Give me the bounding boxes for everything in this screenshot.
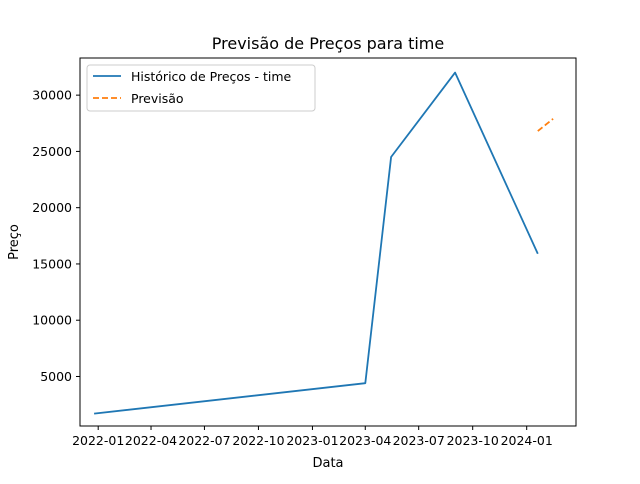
series-line-previsao <box>537 118 554 132</box>
series-line-historico <box>93 71 539 415</box>
series-layer <box>93 71 554 415</box>
x-axis-ticks: 2022-01 2022-04 2022-07 2022-10 2023-01 2023-… <box>72 426 553 448</box>
x-tick-label: 2022-01 <box>72 433 124 448</box>
x-tick-label: 2023-04 <box>339 433 391 448</box>
x-tick-label: 2023-01 <box>286 433 338 448</box>
x-tick-label: 2022-07 <box>178 433 230 448</box>
y-tick-label: 10000 <box>32 313 72 328</box>
x-tick-label: 2022-10 <box>232 433 284 448</box>
chart-title: Previsão de Preços para time <box>212 34 444 53</box>
legend: Histórico de Preços - time Previsão <box>86 64 316 112</box>
legend-label-historico: Histórico de Preços - time <box>131 69 292 84</box>
y-tick-label: 30000 <box>32 88 72 103</box>
x-tick-label: 2022-04 <box>125 433 177 448</box>
plot-frame <box>79 57 577 427</box>
y-tick-label: 20000 <box>32 200 72 215</box>
x-axis-label: Data <box>312 456 343 471</box>
legend-label-previsao: Previsão <box>131 91 184 106</box>
y-tick-label: 25000 <box>32 144 72 159</box>
x-tick-label: 2023-07 <box>393 433 445 448</box>
y-axis-ticks: 5000 10000 15000 20000 25000 30000 <box>32 88 80 384</box>
y-tick-label: 5000 <box>40 369 72 384</box>
y-axis-label: Preço <box>7 224 22 260</box>
x-tick-label: 2023-10 <box>447 433 499 448</box>
legend-box <box>86 64 316 112</box>
y-tick-label: 15000 <box>32 256 72 271</box>
x-tick-label: 2024-01 <box>501 433 553 448</box>
